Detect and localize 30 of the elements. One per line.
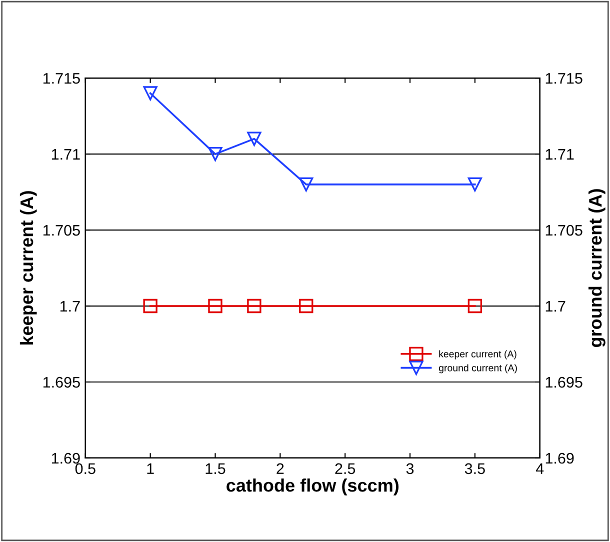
x-tick-label: 3 xyxy=(406,463,414,474)
y-tick-label: 1.695 xyxy=(43,376,80,388)
y-tick-label: 1.715 xyxy=(43,73,80,84)
y-tick-label: 1.705 xyxy=(43,224,80,236)
x-tick-label: 1 xyxy=(147,463,154,474)
x-axis-title: cathode flow (sccm) xyxy=(226,478,399,496)
point xyxy=(247,132,262,146)
y2-tick-label: 1.7 xyxy=(546,301,566,312)
legend-label: keeper current (A) xyxy=(439,350,516,360)
point xyxy=(299,177,314,192)
x-tick-label: 0.5 xyxy=(75,463,96,474)
legend-label: ground current (A) xyxy=(438,364,517,374)
y-tick-label: 1.71 xyxy=(52,149,80,160)
y-tick-label: 1.69 xyxy=(52,452,80,464)
point xyxy=(468,177,482,192)
y-tick-label: 1.7 xyxy=(60,301,80,312)
x-tick-label: 4 xyxy=(536,463,544,474)
y2-tick-label: 1.695 xyxy=(546,376,582,388)
point xyxy=(208,146,222,162)
y2-tick-label: 1.715 xyxy=(546,73,582,84)
y2-tick-label: 1.69 xyxy=(546,452,574,464)
y-axis-title: keeper current (A) xyxy=(20,191,37,345)
y2-axis-title: ground current (A) xyxy=(588,189,606,348)
y2-tick-label: 1.705 xyxy=(546,224,582,236)
x-tick-label: 2.5 xyxy=(335,463,356,474)
point xyxy=(143,86,158,100)
x-tick-label: 1.5 xyxy=(206,463,226,474)
y2-tick-label: 1.71 xyxy=(546,149,574,160)
x-tick-label: 3.5 xyxy=(464,463,485,474)
x-tick-label: 2 xyxy=(276,463,284,474)
